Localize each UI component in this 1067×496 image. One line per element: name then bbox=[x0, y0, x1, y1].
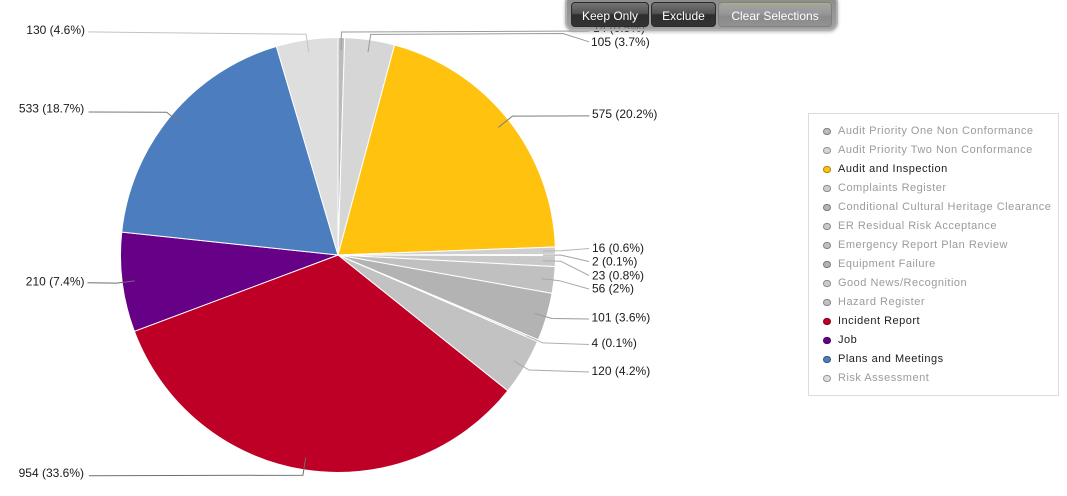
svg-text:120 (4.2%): 120 (4.2%) bbox=[592, 364, 651, 378]
svg-text:16 (0.6%): 16 (0.6%) bbox=[592, 241, 644, 255]
svg-text:23 (0.8%): 23 (0.8%) bbox=[592, 268, 644, 282]
svg-text:105 (3.7%): 105 (3.7%) bbox=[591, 35, 650, 49]
svg-text:4 (0.1%): 4 (0.1%) bbox=[592, 336, 637, 350]
svg-text:533 (18.7%): 533 (18.7%) bbox=[19, 102, 84, 116]
svg-text:101 (3.6%): 101 (3.6%) bbox=[592, 311, 651, 325]
svg-text:2 (0.1%): 2 (0.1%) bbox=[592, 255, 637, 269]
svg-text:56 (2%): 56 (2%) bbox=[592, 282, 634, 296]
svg-text:575 (20.2%): 575 (20.2%) bbox=[592, 107, 657, 121]
svg-text:210 (7.4%): 210 (7.4%) bbox=[26, 275, 85, 289]
svg-text:954 (33.6%): 954 (33.6%) bbox=[19, 466, 84, 480]
svg-text:130 (4.6%): 130 (4.6%) bbox=[26, 23, 85, 37]
